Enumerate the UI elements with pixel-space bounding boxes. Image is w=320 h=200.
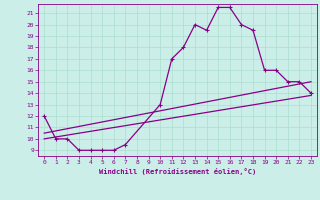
X-axis label: Windchill (Refroidissement éolien,°C): Windchill (Refroidissement éolien,°C) xyxy=(99,168,256,175)
